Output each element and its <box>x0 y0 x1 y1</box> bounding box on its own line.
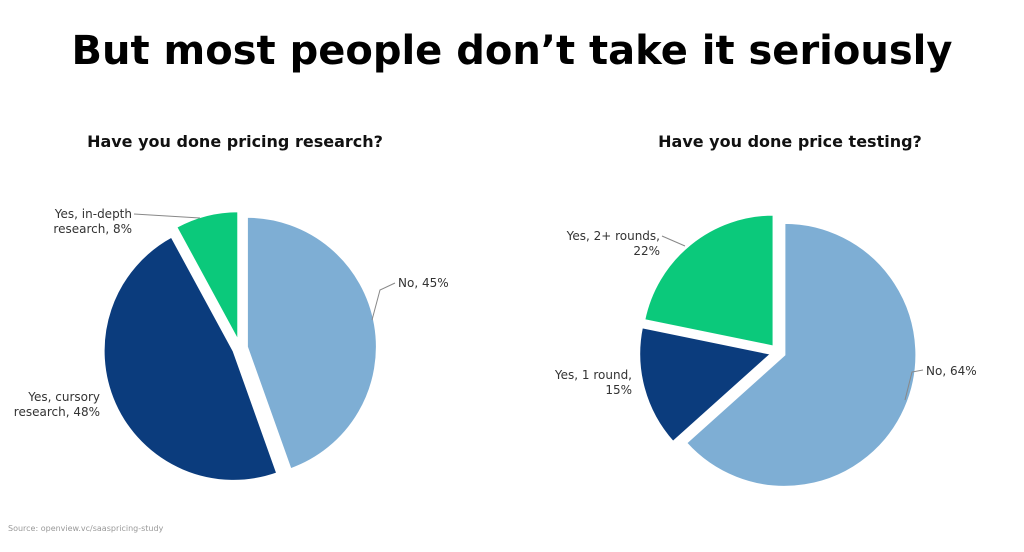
slice-label: Yes, 2+ rounds, 22% <box>566 229 660 258</box>
leader-line <box>904 369 924 401</box>
leader-line <box>661 235 686 247</box>
slice-label: Yes, cursory research, 48% <box>13 390 100 419</box>
slide-title: But most people don’t take it seriously <box>71 28 953 74</box>
pie-slice <box>638 326 774 444</box>
pie-slice <box>174 210 240 342</box>
chart-title: Have you done price testing? <box>658 132 922 151</box>
leader-line <box>133 213 201 219</box>
pie-slice <box>245 215 378 471</box>
chart-title: Have you done pricing research? <box>87 132 383 151</box>
slice-label: Yes, 1 round, 15% <box>554 368 632 397</box>
pie-slice <box>102 235 279 482</box>
slice-label: No, 64% <box>926 364 977 378</box>
leader-line <box>371 282 396 321</box>
slice-label: Yes, in-depth research, 8% <box>53 207 132 236</box>
pie-slice <box>684 221 918 488</box>
pie-slice <box>643 213 775 348</box>
slice-label: No, 45% <box>398 276 449 290</box>
source: Source: openview.vc/saaspricing-study <box>8 524 164 533</box>
